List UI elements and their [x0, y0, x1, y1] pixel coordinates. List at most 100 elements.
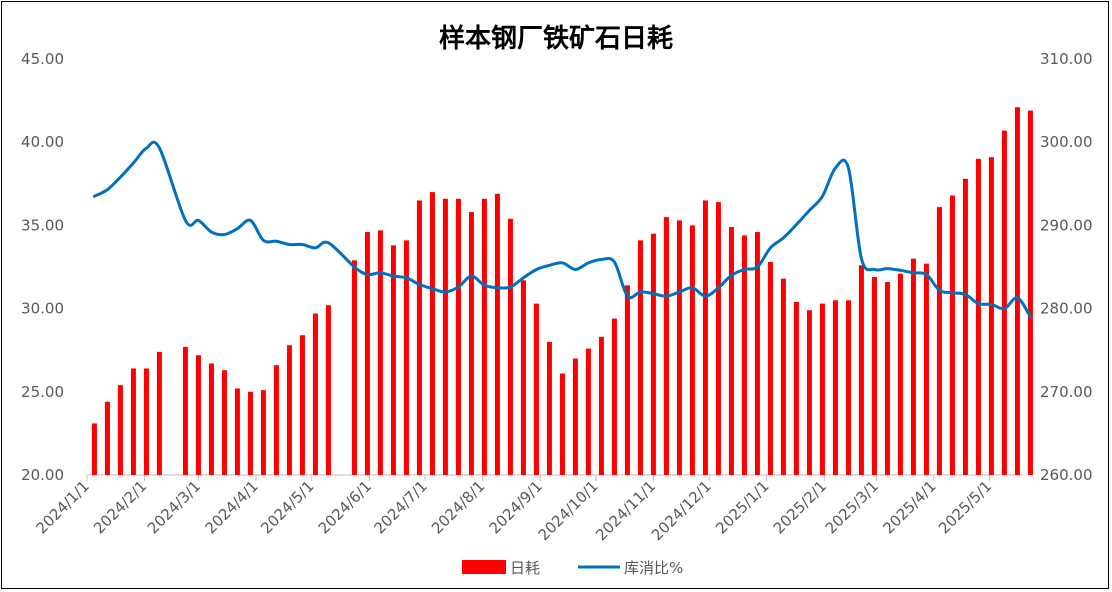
- bar: [520, 280, 526, 475]
- bar: [936, 207, 942, 475]
- bar: [572, 358, 578, 475]
- bar: [988, 157, 994, 475]
- bar: [221, 370, 227, 475]
- y-right-tick-label: 280.00: [1040, 300, 1093, 318]
- bar: [325, 305, 331, 475]
- x-tick-label: 2024/4/1: [201, 477, 261, 537]
- legend: 日耗 库消比%: [462, 559, 683, 577]
- legend-swatch-bar: [462, 560, 506, 574]
- y-left-tick-label: 45.00: [21, 50, 64, 68]
- bar-series-daily-consumption: [91, 107, 1033, 476]
- bar: [637, 240, 643, 475]
- bar: [182, 346, 188, 475]
- bar: [117, 385, 123, 475]
- y-right-tick-label: 260.00: [1040, 466, 1093, 484]
- bar: [689, 225, 695, 475]
- line-path: [92, 140, 1032, 319]
- line-series-inventory-ratio: [92, 140, 1032, 319]
- bar: [130, 368, 136, 475]
- bar: [715, 202, 721, 475]
- bar: [494, 193, 500, 475]
- bar: [962, 178, 968, 476]
- bar: [871, 276, 877, 475]
- x-tick-label: 2024/5/1: [257, 477, 317, 537]
- x-tick-label: 2025/4/1: [879, 477, 939, 537]
- y-left-tick-label: 25.00: [21, 383, 64, 401]
- x-tick-label: 2024/10/1: [535, 477, 602, 544]
- bar: [247, 391, 253, 475]
- bar: [481, 198, 487, 475]
- y-right-tick-label: 310.00: [1040, 50, 1093, 68]
- bar: [1027, 110, 1033, 476]
- bar: [611, 318, 617, 475]
- bar: [897, 273, 903, 475]
- bar: [364, 232, 370, 475]
- x-tick-label: 2024/7/1: [370, 477, 430, 537]
- y-left-tick-label: 35.00: [21, 216, 64, 234]
- legend-label-line: 库消比%: [624, 559, 683, 577]
- x-tick-label: 2025/1/1: [712, 477, 772, 537]
- bar: [650, 233, 656, 475]
- y-left-tick-label: 40.00: [21, 133, 64, 151]
- y-right-tick-label: 270.00: [1040, 383, 1093, 401]
- x-tick-label: 2024/1/1: [32, 477, 92, 537]
- x-tick-label: 2024/2/1: [90, 477, 150, 537]
- bar: [767, 262, 773, 475]
- bar: [260, 390, 266, 475]
- axes-layer: [86, 474, 1023, 481]
- x-tick-label: 2024/3/1: [144, 477, 204, 537]
- bar: [949, 195, 955, 475]
- bar: [286, 345, 292, 475]
- bar: [507, 218, 513, 475]
- bar: [104, 401, 110, 475]
- x-tick-label: 2025/3/1: [822, 477, 882, 537]
- bar: [858, 265, 864, 475]
- bar: [754, 232, 760, 475]
- bar: [780, 278, 786, 475]
- bar: [884, 281, 890, 475]
- bar: [403, 240, 409, 475]
- bar: [676, 220, 682, 475]
- bar: [663, 217, 669, 475]
- bar: [195, 355, 201, 475]
- x-tick-label: 2025/2/1: [770, 477, 830, 537]
- bar: [806, 310, 812, 475]
- bar: [234, 388, 240, 475]
- bar: [702, 200, 708, 475]
- bar: [585, 348, 591, 475]
- y-left-tick-label: 20.00: [21, 466, 64, 484]
- x-tick-label: 2024/6/1: [315, 477, 375, 537]
- legend-label-bar: 日耗: [510, 559, 540, 577]
- bar: [299, 335, 305, 475]
- bar: [975, 158, 981, 475]
- bar: [377, 230, 383, 475]
- y-right-tick-label: 290.00: [1040, 216, 1093, 234]
- bar: [910, 258, 916, 475]
- bar: [741, 235, 747, 475]
- x-tick-label: 2025/5/1: [935, 477, 995, 537]
- bar: [455, 198, 461, 475]
- bar: [351, 260, 357, 475]
- bar: [390, 245, 396, 475]
- bar: [845, 300, 851, 475]
- bar: [442, 198, 448, 475]
- bar: [624, 285, 630, 475]
- x-tick-label: 2024/12/1: [648, 477, 715, 544]
- bar: [546, 341, 552, 475]
- tick-labels: 20.00 25.00 30.00 35.00 40.00 45.00 260.00 270.…: [21, 50, 1092, 544]
- bar: [533, 303, 539, 475]
- bar: [728, 227, 734, 475]
- bar: [819, 303, 825, 475]
- bar: [923, 263, 929, 475]
- bar: [468, 212, 474, 475]
- bar: [156, 351, 162, 475]
- y-left-tick-label: 30.00: [21, 300, 64, 318]
- bar: [208, 363, 214, 475]
- bar: [598, 336, 604, 475]
- bar: [559, 373, 565, 475]
- bar: [1014, 107, 1020, 476]
- bar: [1001, 130, 1007, 475]
- x-tick-label: 2024/8/1: [428, 477, 488, 537]
- bar: [416, 200, 422, 475]
